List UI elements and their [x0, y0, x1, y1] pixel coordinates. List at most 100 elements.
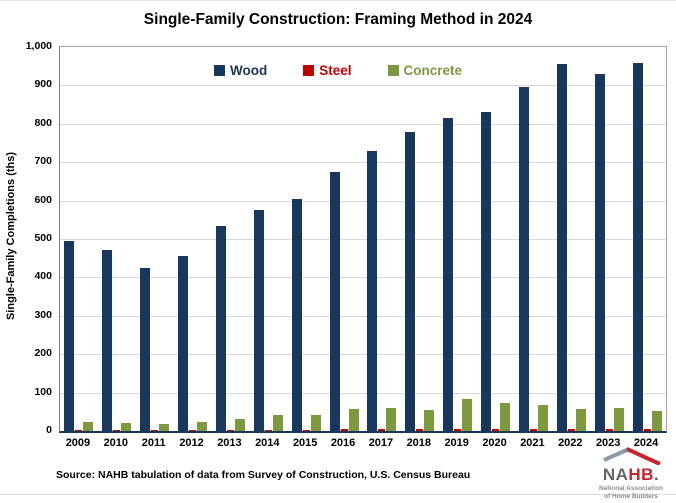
- legend-marker-icon: [303, 65, 315, 76]
- x-tick-label: 2017: [368, 437, 394, 449]
- bar-group-2009: [60, 47, 98, 431]
- bar-concrete-2012: [197, 421, 208, 431]
- bar-wood-2014: [253, 210, 264, 431]
- bar-wood-2020: [481, 112, 492, 431]
- bar-wood-2015: [291, 199, 302, 431]
- gridline: [60, 85, 666, 87]
- x-tick-label: 2015: [292, 437, 318, 449]
- y-tick-label: 200: [34, 347, 52, 360]
- x-tick-label: 2020: [482, 437, 507, 449]
- bar-group-2024: [628, 47, 666, 431]
- x-tick-label: 2018: [406, 437, 432, 449]
- bar-concrete-2013: [234, 419, 245, 431]
- bar-steel-2016: [340, 429, 348, 431]
- nahb-logo: NAHB. National Association of Home Build…: [591, 445, 671, 501]
- bar-steel-2019: [454, 429, 462, 431]
- bar-concrete-2015: [310, 415, 321, 431]
- gridline: [60, 162, 666, 164]
- x-tick-label: 2016: [330, 437, 356, 449]
- bar-concrete-2009: [83, 421, 94, 431]
- y-tick-label: 900: [34, 78, 52, 91]
- bottom-divider: [0, 494, 676, 495]
- legend-item-wood: Wood: [213, 63, 267, 78]
- bar-wood-2023: [594, 73, 605, 431]
- chart-legend: Wood Steel Concrete: [213, 63, 462, 78]
- bar-steel-2015: [302, 429, 310, 431]
- y-tick-label: 800: [34, 116, 52, 129]
- bar-steel-2020: [492, 428, 500, 431]
- x-tick-label: 2024: [633, 437, 659, 449]
- bar-concrete-2011: [159, 424, 170, 431]
- x-tick-label: 2013: [217, 437, 242, 449]
- y-tick-label: 1,000: [25, 40, 52, 52]
- gridline: [60, 392, 666, 394]
- nahb-logo-subtitle: National Association of Home Builders: [598, 485, 664, 501]
- nahb-roof-icon: [603, 447, 661, 466]
- bar-group-2013: [212, 47, 250, 431]
- bar-concrete-2016: [348, 408, 359, 431]
- bar-concrete-2021: [537, 404, 548, 431]
- bar-wood-2012: [178, 255, 189, 431]
- bar-wood-2021: [518, 87, 529, 431]
- bar-steel-2012: [189, 429, 197, 431]
- chart-title: Single-Family Construction: Framing Meth…: [143, 11, 533, 28]
- bar-steel-2022: [567, 429, 575, 431]
- gridline: [60, 239, 666, 240]
- gridline: [60, 200, 666, 202]
- bar-group-2012: [174, 47, 212, 431]
- bar-wood-2010: [102, 250, 113, 431]
- y-tick-label: 0: [46, 424, 52, 436]
- bar-group-2021: [515, 47, 553, 431]
- y-tick-label: 500: [34, 232, 52, 244]
- y-tick-label: 300: [34, 308, 52, 321]
- bar-concrete-2018: [424, 409, 435, 431]
- y-tick-label: 400: [34, 270, 52, 283]
- y-tick-label: 100: [34, 385, 52, 398]
- bar-group-2011: [136, 47, 174, 431]
- bar-concrete-2022: [575, 409, 586, 431]
- bar-steel-2021: [529, 429, 537, 431]
- bar-steel-2014: [264, 429, 272, 431]
- bar-wood-2024: [632, 62, 643, 431]
- bar-concrete-2019: [462, 399, 473, 431]
- bar-group-2016: [325, 47, 363, 431]
- bar-wood-2022: [556, 63, 567, 431]
- x-tick-label: 2012: [179, 437, 204, 449]
- gridline: [60, 123, 666, 125]
- nahb-logo-text: NAHB.: [602, 465, 660, 484]
- y-tick-label: 700: [34, 155, 52, 168]
- bar-concrete-2017: [386, 407, 397, 431]
- bar-group-2022: [552, 47, 590, 431]
- bar-group-2018: [401, 47, 439, 431]
- bar-wood-2019: [443, 118, 454, 431]
- legend-marker-icon: [213, 65, 225, 76]
- gridline: [60, 277, 666, 279]
- bar-concrete-2023: [613, 408, 624, 431]
- bar-group-2020: [477, 47, 515, 431]
- bar-steel-2011: [151, 429, 159, 431]
- bar-concrete-2020: [500, 402, 511, 431]
- bar-group-2017: [363, 47, 401, 431]
- bar-steel-2013: [226, 429, 234, 431]
- x-tick-label: 2022: [558, 437, 583, 449]
- x-tick-label: 2009: [65, 437, 91, 449]
- bar-steel-2017: [378, 429, 386, 431]
- legend-label: Steel: [319, 63, 352, 78]
- bar-steel-2009: [75, 429, 83, 431]
- legend-marker-icon: [387, 65, 399, 76]
- bar-wood-2017: [367, 150, 378, 431]
- bar-wood-2016: [329, 172, 340, 431]
- bar-concrete-2024: [651, 411, 662, 431]
- x-tick-label: 2014: [255, 437, 280, 449]
- bar-wood-2013: [215, 225, 226, 431]
- y-tick-label: 600: [34, 193, 52, 206]
- bar-concrete-2014: [272, 414, 283, 431]
- bar-group-2010: [98, 47, 136, 431]
- bar-group-2019: [439, 47, 477, 431]
- x-tick-label: 2023: [595, 437, 621, 449]
- bar-steel-2023: [605, 429, 613, 431]
- gridline: [60, 354, 666, 356]
- x-tick-label: 2019: [444, 437, 469, 449]
- x-tick-label: 2011: [141, 437, 166, 449]
